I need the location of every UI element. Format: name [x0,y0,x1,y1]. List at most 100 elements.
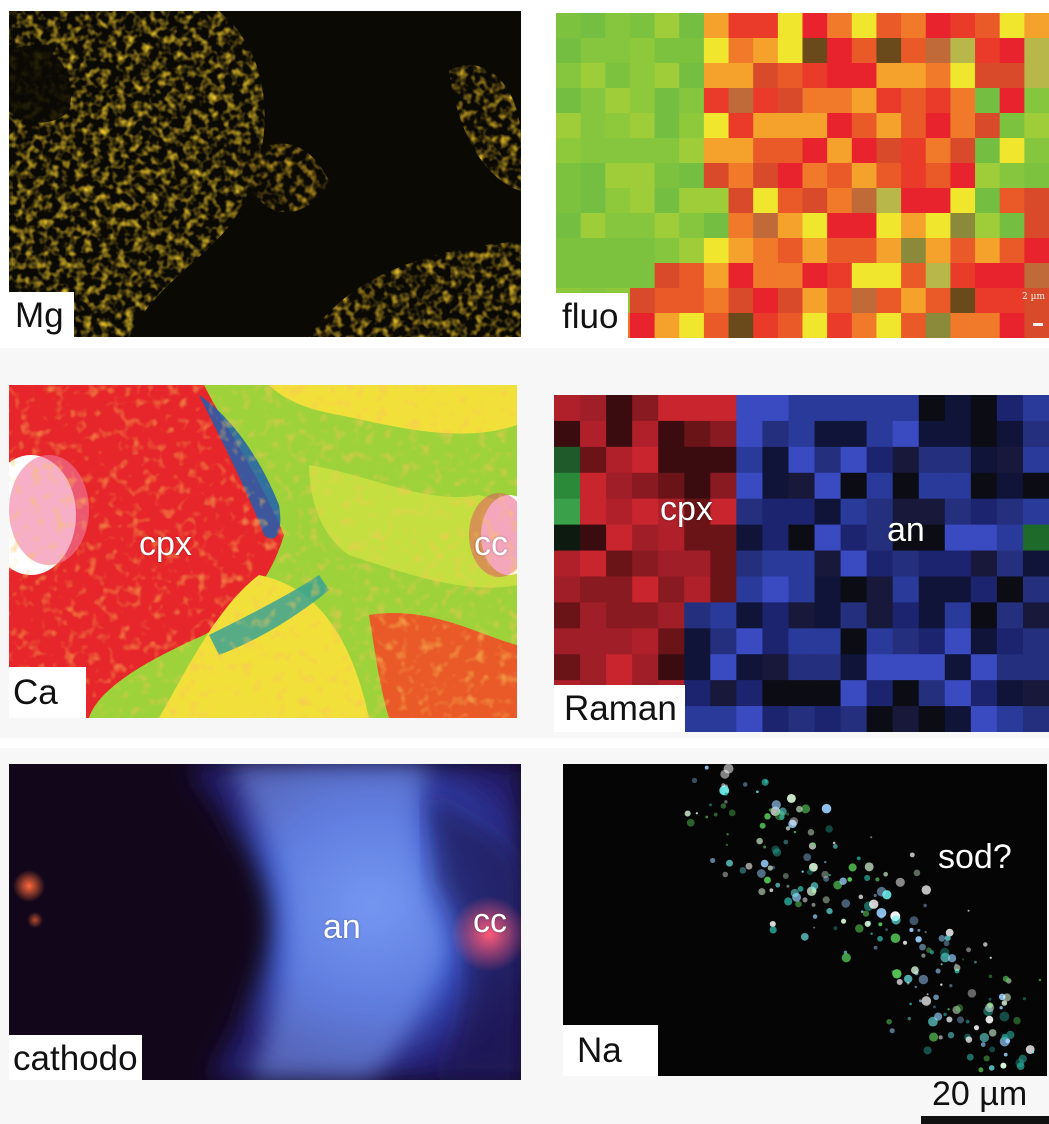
fluo-pixel [975,38,1001,64]
na-speckle [1016,1062,1025,1070]
fluo-pixel [753,313,779,338]
fluo-pixel [851,188,877,214]
na-speckle [786,794,796,803]
fluo-pixel [802,213,828,239]
na-speckle [795,900,802,908]
fluo-pixel [950,288,976,314]
fluo-pixel [777,38,803,64]
raman-pixel [1022,706,1049,732]
raman-pixel [554,472,581,500]
fluo-pixel [703,163,730,189]
fluo-pixel [679,238,705,264]
fluo-pixel [901,13,927,39]
fluo-pixel [975,188,1001,214]
na-speckle [786,812,790,816]
na-speckle [769,926,777,934]
raman-pixel [710,472,737,500]
na-speckle [933,1005,936,1009]
na-speckle [726,859,733,867]
fluo-pixel [975,13,1001,39]
fluo-pixel [975,138,1001,164]
raman-pixel [658,524,685,552]
fluo-pixel [950,263,976,289]
fluo-pixel [629,213,656,239]
na-speckle [864,920,871,927]
raman-pixel [866,420,894,448]
raman-pixel [944,550,972,577]
fluo-pixel [556,88,582,114]
fluo-panel-tag: fluo [556,293,629,338]
fluo-pixel [679,13,705,39]
na-speckle [1006,1030,1015,1040]
na-speckle [882,890,892,900]
na-speckle [939,947,950,958]
fluo-pixel [975,238,1001,264]
raman-pixel [840,602,868,629]
na-speckle [695,812,698,815]
ca-panel-tag: Ca [9,667,86,718]
fluo-pixel [556,63,582,89]
raman-cpx-label: cpx [660,490,713,528]
raman-pixel [814,420,842,448]
na-speckle [807,829,815,836]
fluo-pixel [728,213,754,239]
raman-pixel [554,654,581,681]
fluo-pixel [753,113,779,139]
raman-pixel [632,602,659,629]
fluo-pixel [1024,163,1049,189]
raman-pixel [840,420,868,448]
fluo-pixel [901,288,927,314]
raman-pixel [788,706,816,732]
fluo-pixel [777,313,803,338]
fluo-pixel [999,113,1025,139]
na-speckle [954,963,957,966]
raman-pixel [814,576,842,603]
fluo-pixel [777,288,803,314]
raman-pixel [944,602,972,629]
fluo-pixel [728,113,754,139]
na-speckle [1003,1052,1008,1057]
fluo-pixel [679,263,705,289]
fluo-pixel [827,13,853,39]
raman-panel-tag: Raman [554,685,685,732]
na-speckle [771,845,780,854]
na-speckle [1022,997,1026,1001]
fluo-pixel [777,88,803,114]
na-speckle [858,894,864,900]
na-speckle [923,903,927,908]
fluo-pixel [999,163,1025,189]
fluo-pixel [901,38,927,64]
raman-pixel [736,550,763,577]
fluo-pixel [580,113,606,139]
raman-pixel [736,446,763,474]
fluo-pixel [654,113,680,139]
fluo-pixel [580,13,606,39]
na-speckle [947,954,957,963]
na-speckle [856,856,861,861]
fluo-pixel [950,113,976,139]
raman-pixel [996,576,1024,603]
na-speckle [907,1016,911,1021]
raman-pixel [606,472,633,500]
fluo-pixel [654,188,680,214]
raman-pixel [814,628,842,655]
raman-pixel [892,550,920,577]
fluo-pixel [728,63,754,89]
raman-pixel [918,420,946,448]
raman-pixel [1022,602,1049,629]
fluo-pixel [999,288,1025,314]
fluo-pixel [876,38,902,64]
fluo-pixel [605,213,631,239]
fluo-pixel [703,63,730,89]
na-speckle [724,800,728,804]
raman-pixel [684,706,711,732]
fluo-pixel [925,13,951,39]
cathodo-an-label: an [323,908,361,946]
fluo-pixel [679,113,705,139]
na-speckle [841,953,851,963]
fluo-pixel [851,63,877,89]
raman-pixel [840,524,868,552]
na-speckle [864,874,871,881]
na-speckle [848,863,857,872]
fluo-pixel [876,63,902,89]
